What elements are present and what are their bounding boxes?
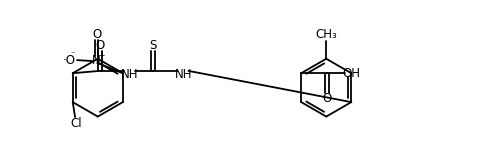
Text: NH: NH — [175, 68, 192, 81]
Text: O: O — [322, 92, 332, 105]
Text: OH: OH — [343, 67, 360, 80]
Text: N: N — [92, 54, 101, 67]
Text: +: + — [98, 50, 104, 60]
Text: S: S — [149, 39, 156, 52]
Text: NH: NH — [121, 68, 139, 81]
Text: O: O — [92, 28, 101, 41]
Text: CH₃: CH₃ — [315, 28, 337, 41]
Text: Cl: Cl — [70, 117, 82, 130]
Text: ⁻: ⁻ — [71, 50, 75, 60]
Text: O: O — [95, 39, 105, 52]
Text: ·O: ·O — [63, 54, 76, 67]
